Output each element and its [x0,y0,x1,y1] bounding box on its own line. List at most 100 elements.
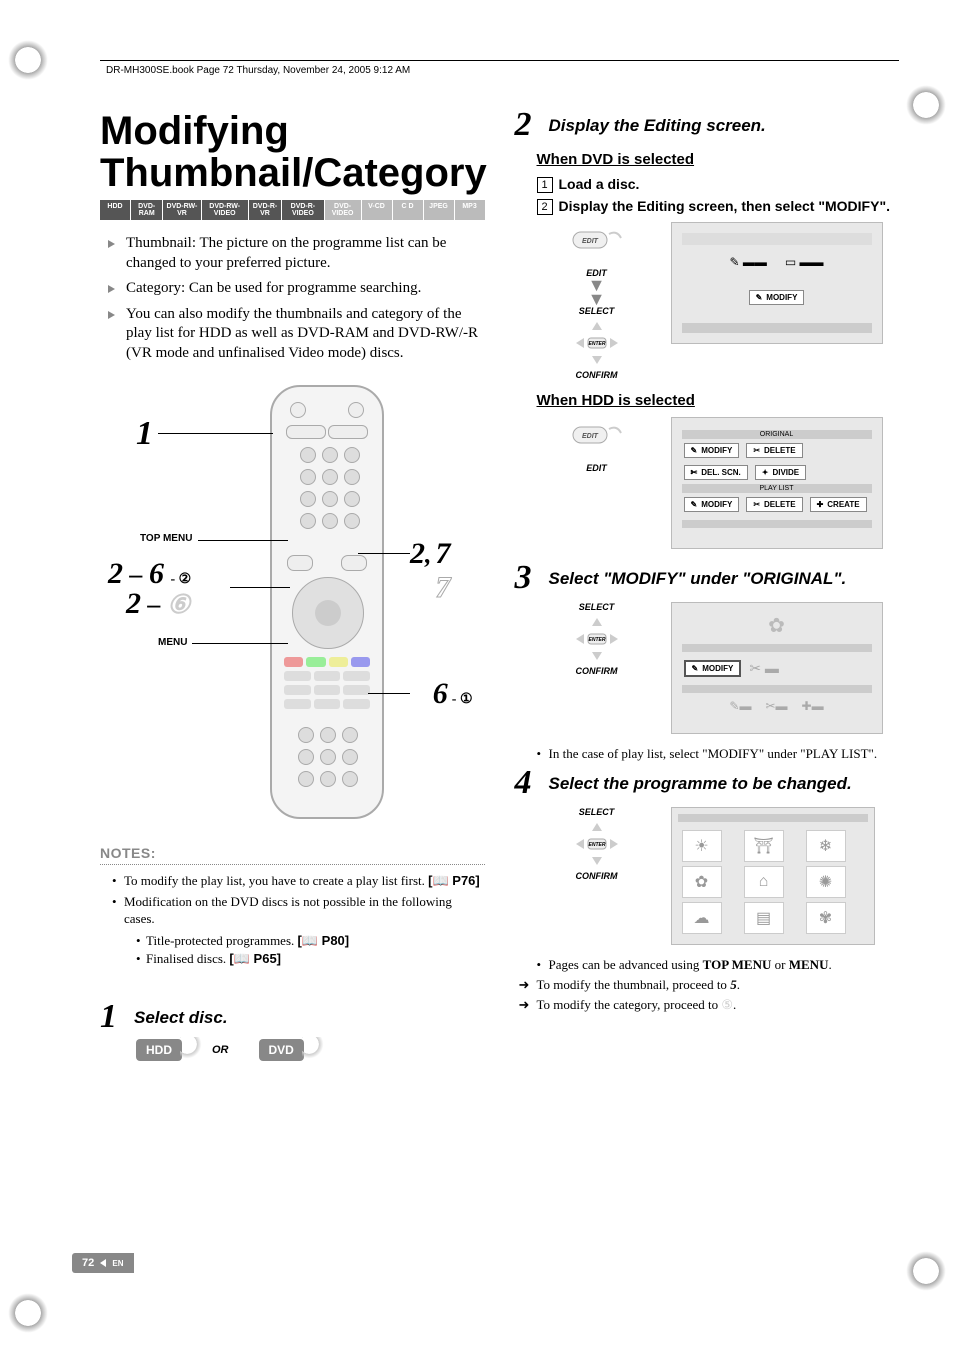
dotted-divider [100,864,485,865]
note-item: To modify the play list, you have to cre… [112,873,485,890]
note-subitem: Title-protected programmes. [📖 P80] [136,932,485,950]
thumb-icon: ❄ [806,830,846,862]
format-badge: DVD-RW-VR [163,200,200,220]
step3-note: In the case of play list, select "MODIFY… [515,746,900,762]
dpad-icon: ENTER [572,819,622,869]
dpad-icon: ENTER [572,318,622,368]
thumb-icon: ☀ [682,830,722,862]
svg-text:ENTER: ENTER [588,341,605,347]
screen-mockup: ORIGINAL ✎ MODIFY ✂ DELETE ✄ DEL. SCN. ✦… [671,417,883,549]
manual-page: DR-MH300SE.book Page 72 Thursday, Novemb… [0,0,954,1351]
format-badge: DVD-R-VR [249,200,281,220]
left-column: Modifying Thumbnail/Category HDD DVD-RAM… [100,110,485,1061]
confirm-label: CONFIRM [537,370,657,380]
hdd-diagram: EDIT EDIT ORIGINAL ✎ MODIFY ✂ DELETE ✄ D… [537,417,900,549]
format-badges: HDD DVD-RAM DVD-RW-VR DVD-RW-VIDEO DVD-R… [100,200,485,220]
step-number: 2 [515,110,541,141]
format-badge: HDD [100,200,130,220]
page-number-footer: 72 EN [72,1253,134,1273]
top-menu-label: TOP MENU [140,533,192,544]
step-4: 4 Select the programme to be changed. [515,768,900,799]
step-title: Display the Editing screen. [549,110,766,141]
modify-button-icon: ✎ MODIFY [684,443,740,458]
notes-sublist: Title-protected programmes. [📖 P80] Fina… [124,932,485,968]
format-badge: DVD-RW-VIDEO [202,200,248,220]
remote-body-icon [270,385,384,819]
hdd-selected-heading: When HDD is selected [537,392,900,409]
callout-line [230,587,290,588]
format-badge: V-CD [362,200,392,220]
edit-label: EDIT [537,463,657,473]
svg-text:ENTER: ENTER [588,842,605,848]
callout-line [358,553,410,554]
intro-item: You can also modify the thumbnails and c… [100,305,485,364]
page-ref: [📖 P76] [428,873,480,888]
page-ref: [📖 P80] [298,933,350,948]
format-badge: DVD-R-VIDEO [282,200,324,220]
format-badge: C D [393,200,423,220]
callout-line [158,433,273,434]
content-area: Modifying Thumbnail/Category HDD DVD-RAM… [100,110,899,1061]
crop-mark-icon [8,40,48,80]
intro-item: Category: Can be used for programme sear… [100,279,485,299]
thumb-icon: ▤ [744,902,784,934]
step4-tip-thumbnail: To modify the thumbnail, proceed to 5. [515,977,900,993]
dvd-button-icon: DVD [259,1039,304,1061]
lang-code: EN [112,1259,123,1268]
page-title: Modifying Thumbnail/Category [100,110,485,194]
intro-list: Thumbnail: The picture on the programme … [100,234,485,363]
notes-list: To modify the play list, you have to cre… [100,873,485,968]
remote-action-diagram: SELECT ENTER CONFIRM [537,602,657,676]
thumbnail-grid: ☀ ⛩ ❄ ✿ ⌂ ✺ ☁ ▤ ✾ [678,826,868,938]
select-label: SELECT [537,602,657,612]
playlist-section-label: PLAY LIST [682,484,872,493]
dpad-icon [292,577,364,649]
thumb-icon: ⛩ [744,830,784,862]
callout-6-1: 6 - ① [433,677,473,711]
note-item: Modification on the DVD discs is not pos… [112,894,485,968]
substep-list: 1Load a disc. 2Display the Editing scree… [537,176,900,214]
delete-button-icon: ✂ DELETE [746,443,802,458]
triangle-icon [100,1259,106,1267]
delete-button-icon: ✂ DELETE [746,497,802,512]
screen-mockup: ✿ ✎ MODIFY ✂ ▬ ✎▬✂▬✚▬ [671,602,883,734]
modify-button-icon: ✎ MODIFY [684,497,740,512]
svg-text:EDIT: EDIT [582,433,599,440]
step-3: 3 Select "MODIFY" under "ORIGINAL". [515,563,900,594]
substep-item: 2Display the Editing screen, then select… [537,198,900,214]
crop-mark-icon [8,1293,48,1333]
format-badge: JPEG [424,200,454,220]
confirm-label: CONFIRM [537,871,657,881]
svg-text:ENTER: ENTER [588,637,605,643]
step3-diagram: SELECT ENTER CONFIRM ✿ ✎ MODIFY ✂ ▬ ✎ [537,602,900,734]
dvd-selected-heading: When DVD is selected [537,151,900,168]
dpad-icon: ENTER [572,614,622,664]
format-badge: DVD-VIDEO [325,200,361,220]
step-1: 1 Select disc. [100,1002,485,1033]
substep-number-icon: 1 [537,177,553,193]
step4-tip-pages: Pages can be advanced using TOP MENU or … [515,957,900,973]
thumb-icon: ☁ [682,902,722,934]
format-badge: DVD-RAM [131,200,162,220]
notes-header: NOTES: [100,845,485,861]
divide-button-icon: ✦ DIVIDE [755,465,806,480]
step-number: 1 [100,1002,126,1033]
remote-diagram: 1 TOP MENU 2 – 6 - ② 2 – ⑥ MENU 2, 7 7 6… [100,375,485,835]
thumb-icon: ⌂ [744,866,784,898]
select-label: SELECT [537,807,657,817]
callout-7-outline: 7 [436,571,451,605]
delscn-button-icon: ✄ DEL. SCN. [684,465,748,480]
thumb-icon: ✺ [806,866,846,898]
confirm-label: CONFIRM [537,666,657,676]
page-header: DR-MH300SE.book Page 72 Thursday, Novemb… [100,60,899,76]
step-title: Select "MODIFY" under "ORIGINAL". [549,563,847,594]
right-column: 2 Display the Editing screen. When DVD i… [515,110,900,1061]
screen-mockup: ✎ ▬▬ ▭ ▬▬ ✎ MODIFY [671,222,883,344]
remote-action-diagram: EDIT EDIT ▼▼ SELECT ENTER CONFIRM [537,222,657,381]
remote-action-diagram: EDIT EDIT [537,417,657,473]
callout-1: 1 [136,415,153,453]
intro-item: Thumbnail: The picture on the programme … [100,234,485,273]
thumb-icon: ✿ [682,866,722,898]
disc-select-row: HDD OR DVD [136,1039,485,1061]
create-button-icon: ✚ CREATE [810,497,867,512]
